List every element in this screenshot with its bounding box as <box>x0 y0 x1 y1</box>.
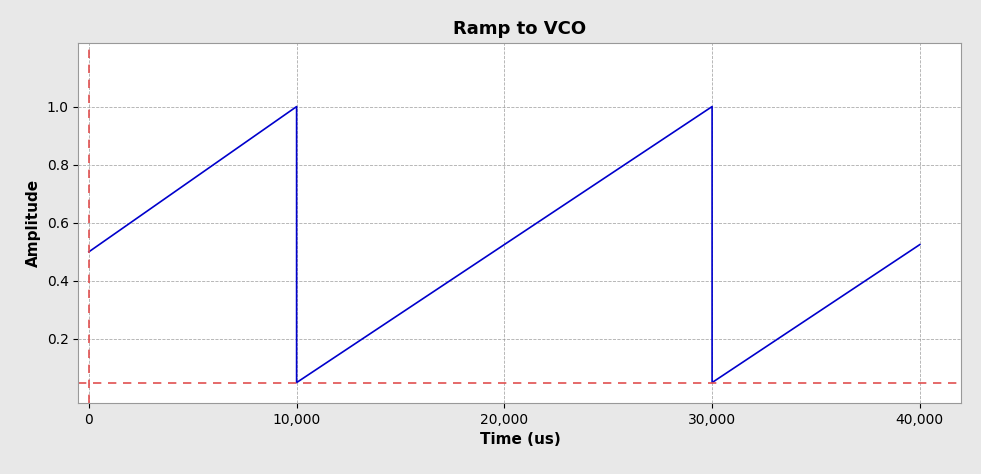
X-axis label: Time (us): Time (us) <box>480 432 560 447</box>
Title: Ramp to VCO: Ramp to VCO <box>453 20 587 38</box>
Y-axis label: Amplitude: Amplitude <box>26 179 41 267</box>
